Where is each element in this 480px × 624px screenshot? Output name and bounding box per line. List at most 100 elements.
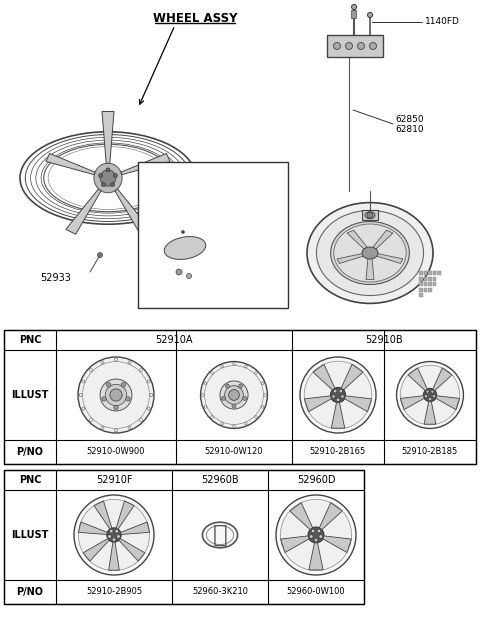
Circle shape (112, 538, 116, 542)
Circle shape (107, 383, 111, 387)
Circle shape (78, 499, 150, 570)
Text: 52910F: 52910F (96, 475, 132, 485)
Polygon shape (46, 154, 95, 175)
Bar (4, 330, 476, 464)
Polygon shape (108, 542, 120, 570)
Circle shape (221, 422, 223, 425)
Circle shape (102, 397, 107, 401)
Polygon shape (116, 501, 134, 529)
Circle shape (181, 230, 184, 233)
Polygon shape (347, 230, 372, 253)
Text: 52933K: 52933K (220, 173, 254, 182)
Bar (351, 10, 356, 18)
Text: ILLUST: ILLUST (12, 390, 48, 400)
Polygon shape (115, 189, 150, 234)
Bar (428, 271, 432, 275)
Polygon shape (290, 502, 312, 530)
Circle shape (126, 397, 130, 401)
Circle shape (245, 365, 247, 368)
Bar (419, 271, 422, 275)
Polygon shape (304, 396, 331, 412)
Circle shape (115, 529, 119, 533)
Bar (175, 331, 177, 349)
Circle shape (106, 384, 127, 406)
Circle shape (334, 42, 340, 49)
Text: WHEEL ASSY: WHEEL ASSY (153, 11, 237, 24)
Circle shape (147, 380, 150, 383)
Circle shape (232, 404, 236, 408)
Bar (432, 271, 436, 275)
Circle shape (429, 397, 432, 401)
Bar (4, 470, 364, 604)
Ellipse shape (334, 224, 406, 282)
Circle shape (117, 535, 120, 539)
Circle shape (101, 426, 104, 429)
Circle shape (140, 369, 143, 371)
Text: (TPMS): (TPMS) (144, 167, 180, 177)
Polygon shape (400, 396, 424, 409)
Circle shape (330, 388, 346, 402)
Circle shape (300, 357, 376, 433)
Circle shape (128, 361, 131, 364)
Bar (428, 276, 432, 281)
Circle shape (107, 528, 121, 542)
Circle shape (262, 406, 264, 408)
Bar (174, 191, 181, 195)
Bar (428, 282, 432, 286)
Bar (138, 162, 288, 308)
Text: PNC: PNC (19, 335, 41, 345)
Circle shape (245, 422, 247, 425)
Text: 52960B: 52960B (201, 475, 239, 485)
Polygon shape (424, 402, 436, 424)
Polygon shape (366, 253, 374, 280)
Circle shape (211, 372, 213, 374)
Polygon shape (345, 396, 372, 412)
Circle shape (228, 389, 240, 401)
Text: 52910-2B905: 52910-2B905 (86, 588, 142, 597)
Circle shape (255, 372, 257, 374)
Circle shape (426, 390, 429, 393)
Ellipse shape (351, 4, 357, 9)
Circle shape (90, 369, 93, 371)
Polygon shape (309, 543, 323, 570)
Circle shape (432, 395, 435, 397)
Circle shape (78, 357, 154, 433)
Circle shape (226, 384, 229, 388)
Circle shape (115, 429, 118, 432)
Circle shape (187, 273, 192, 278)
Text: 52960D: 52960D (297, 475, 335, 485)
Polygon shape (436, 396, 459, 409)
Text: P/NO: P/NO (16, 447, 44, 457)
Circle shape (101, 361, 104, 364)
Circle shape (314, 538, 318, 542)
Circle shape (114, 405, 118, 410)
Bar (424, 271, 427, 275)
Circle shape (396, 361, 464, 429)
Text: 52910-0W120: 52910-0W120 (205, 447, 263, 457)
Circle shape (367, 212, 373, 218)
Polygon shape (281, 536, 309, 552)
Circle shape (79, 394, 82, 396)
Polygon shape (94, 501, 112, 529)
Circle shape (332, 395, 335, 398)
Bar (424, 288, 427, 291)
Circle shape (319, 535, 323, 539)
Bar (419, 288, 422, 291)
Polygon shape (119, 539, 145, 561)
Circle shape (106, 168, 110, 172)
Circle shape (82, 407, 85, 410)
Bar (419, 282, 422, 286)
Text: 24537: 24537 (228, 240, 256, 250)
Circle shape (255, 416, 257, 418)
Circle shape (202, 394, 204, 396)
Ellipse shape (316, 210, 423, 296)
Circle shape (431, 390, 434, 393)
Text: 52960-3K210: 52960-3K210 (192, 588, 248, 597)
Bar (432, 282, 436, 286)
Circle shape (239, 384, 242, 388)
Circle shape (108, 535, 111, 539)
Circle shape (304, 361, 372, 429)
Circle shape (346, 42, 352, 49)
Ellipse shape (368, 12, 372, 17)
Circle shape (201, 361, 267, 429)
